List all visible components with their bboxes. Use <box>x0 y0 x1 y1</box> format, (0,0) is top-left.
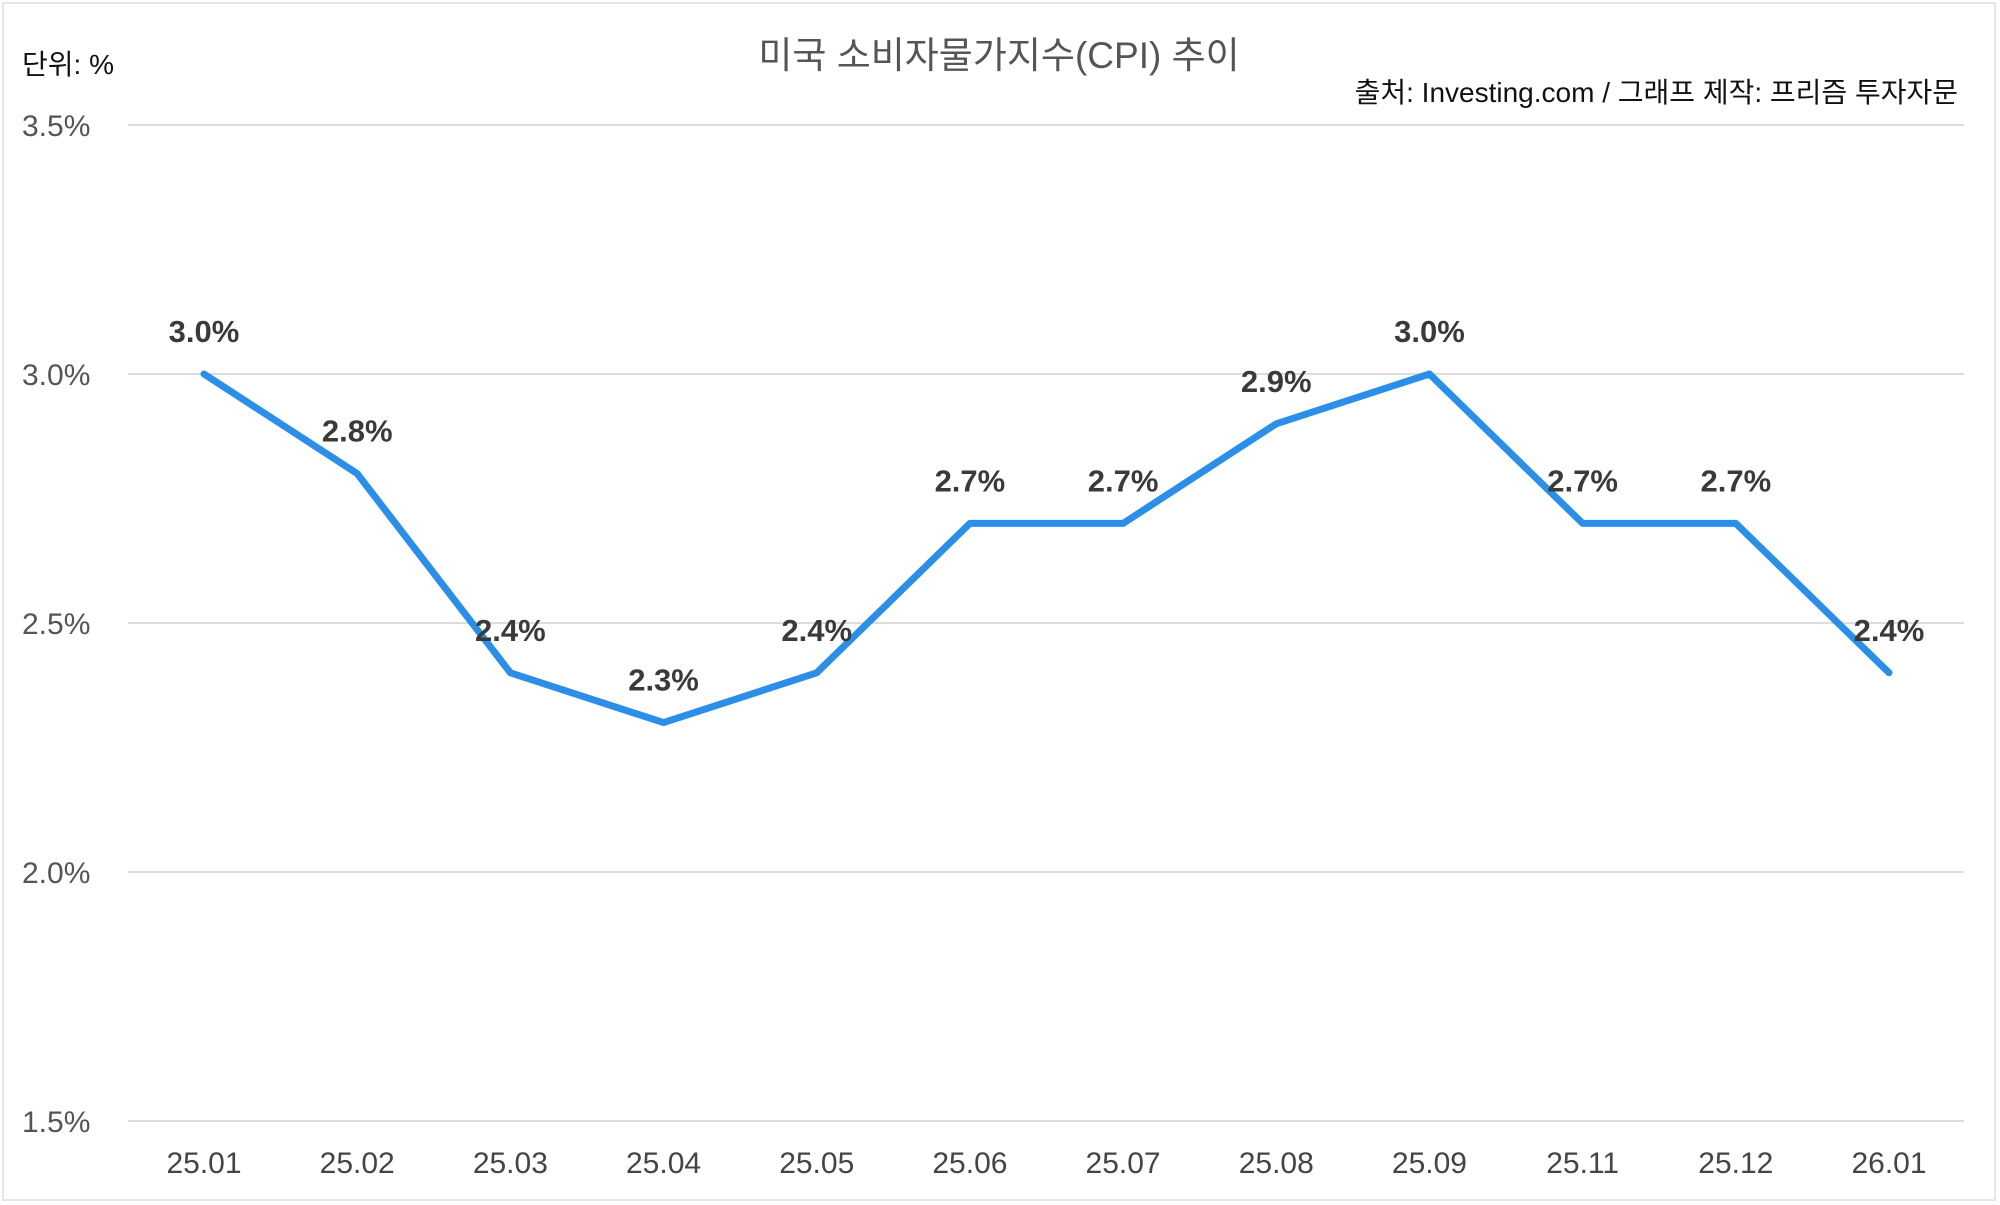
data-label: 2.7% <box>1547 463 1618 498</box>
x-tick-label: 25.12 <box>1698 1147 1773 1180</box>
x-tick-label: 25.02 <box>320 1147 395 1180</box>
data-label: 2.4% <box>781 613 852 648</box>
data-label: 2.7% <box>935 463 1006 498</box>
data-label: 2.7% <box>1700 463 1771 498</box>
series-line-cpi <box>200 370 1893 727</box>
source-note: 출처: Investing.com / 그래프 제작: 프리즘 투자자문 <box>1355 77 1958 108</box>
data-label: 3.0% <box>169 314 240 349</box>
unit-label: 단위: % <box>22 49 114 80</box>
x-tick-label: 26.01 <box>1851 1147 1926 1180</box>
y-tick-label: 2.5% <box>22 608 90 641</box>
x-tick-label: 25.09 <box>1392 1147 1467 1180</box>
data-label: 2.7% <box>1088 463 1159 498</box>
data-label: 2.8% <box>322 414 393 449</box>
y-tick-label: 3.5% <box>22 110 90 143</box>
data-label: 2.3% <box>628 663 699 698</box>
data-label: 2.4% <box>475 613 546 648</box>
x-tick-label: 25.07 <box>1086 1147 1161 1180</box>
y-tick-label: 2.0% <box>22 857 90 890</box>
x-tick-label: 25.05 <box>779 1147 854 1180</box>
x-tick-label: 25.04 <box>626 1147 701 1180</box>
x-tick-label: 25.03 <box>473 1147 548 1180</box>
data-label: 3.0% <box>1394 314 1465 349</box>
y-tick-label: 3.0% <box>22 359 90 392</box>
x-tick-label: 25.01 <box>166 1147 241 1180</box>
chart-title: 미국 소비자물가지수(CPI) 추이 <box>758 35 1239 76</box>
x-tick-label: 25.06 <box>932 1147 1007 1180</box>
data-label: 2.9% <box>1241 364 1312 399</box>
data-label: 2.4% <box>1854 613 1925 648</box>
y-tick-label: 1.5% <box>22 1106 90 1139</box>
x-tick-label: 25.08 <box>1239 1147 1314 1180</box>
x-tick-label: 25.11 <box>1546 1147 1619 1180</box>
